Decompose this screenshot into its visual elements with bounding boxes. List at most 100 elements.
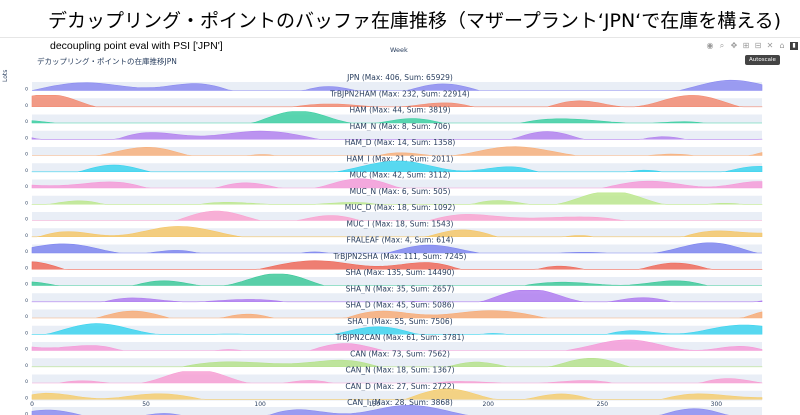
panel-title-MUC_N: MUC_N (Max: 6, Sum: 505) <box>350 187 451 196</box>
panel-title-CAN_N: CAN_N (Max: 18, Sum: 1367) <box>345 366 454 375</box>
panel-title-CAN: CAN (Max: 73, Sum: 7562) <box>350 349 450 358</box>
x-axis-title: Week <box>390 46 408 54</box>
panel-band-SHA <box>32 277 762 286</box>
ytick-HAM_N: 0 <box>25 135 28 141</box>
ytick-MUC_N: 0 <box>25 200 28 206</box>
panel-title-HAM_N: HAM_N (Max: 8, Sum: 706) <box>350 122 451 131</box>
area-MUC_D <box>32 210 762 221</box>
area-HAM_I <box>31 160 763 173</box>
panel-title-SHA_I: SHA_I (Max: 55, Sum: 7506) <box>347 317 452 326</box>
panel-title-TrBJPN2CAN: TrBJPN2CAN (Max: 61, Sum: 3781) <box>335 333 465 342</box>
panel-title-HAM_I: HAM_I (Max: 21, Sum: 2011) <box>347 154 454 163</box>
panel-band-FRALEAF <box>32 244 762 253</box>
area-HAM_D <box>32 146 763 156</box>
panel-title-MUC_I: MUC_I (Max: 18, Sum: 1543) <box>347 219 454 228</box>
panel-band-HAM <box>32 114 762 123</box>
area-MUC <box>31 178 763 189</box>
ytick-SHA_N: 0 <box>25 298 28 304</box>
panel-title-FRALEAF: FRALEAF (Max: 4, Sum: 614) <box>347 236 454 245</box>
panel-title-CAN_D: CAN_D (Max: 27, Sum: 2722) <box>345 382 454 391</box>
xtick-label-300: 300 <box>711 401 723 408</box>
panel-band-HAM_D <box>32 147 762 156</box>
panel-band-MUC_N <box>32 195 762 205</box>
area-FRALEAF <box>31 242 762 254</box>
area-HAM_N <box>31 130 763 140</box>
panel-title-HAM: HAM (Max: 44, Sum: 3819) <box>349 106 450 115</box>
area-SHA <box>31 273 762 286</box>
ytick-HAM: 0 <box>25 119 28 125</box>
xtick-label-100: 100 <box>254 401 266 408</box>
chart-subtitle: decoupling point eval with PSI ['JPN'] <box>50 40 223 52</box>
panel-title-MUC_D: MUC_D (Max: 18, Sum: 1092) <box>345 203 456 212</box>
zoom-icon[interactable]: ⌕ <box>719 41 725 50</box>
panel-band-MUC_I <box>32 228 762 237</box>
ytick-CAN: 0 <box>25 363 28 369</box>
xtick-label-250: 250 <box>597 401 609 408</box>
area-JPN <box>31 79 763 91</box>
panel-band-JPN <box>32 82 762 91</box>
zoom-out-icon[interactable]: ⊟ <box>754 41 762 50</box>
panel-title-SHA: SHA (Max: 135, Sum: 14490) <box>346 268 455 277</box>
zoom-in-icon[interactable]: ⊞ <box>742 41 750 50</box>
area-MUC_I <box>31 226 763 238</box>
ytick-MUC_I: 0 <box>25 233 28 239</box>
panel-title-TrBJPN2SHA: TrBJPN2SHA (Max: 111, Sum: 7245) <box>333 252 467 261</box>
ytick-TrBJPN2SHA: 0 <box>25 265 28 271</box>
panel-band-TrBJPN2HAM <box>32 98 762 107</box>
area-CAN <box>31 358 763 368</box>
ytick-SHA_D: 0 <box>25 314 28 320</box>
ytick-MUC: 0 <box>25 184 28 190</box>
xtick-label-50: 50 <box>142 401 150 408</box>
autoscale-icon[interactable]: ✕ <box>766 41 774 50</box>
panel-band-HAM_N <box>32 130 762 140</box>
panel-title-HAM_D: HAM_D (Max: 14, Sum: 1358) <box>345 138 456 147</box>
plotly-logo-icon[interactable]: ▮ <box>790 42 798 50</box>
panel-title-MUC: MUC (Max: 42, Sum: 3112) <box>350 171 451 180</box>
panel-band-TrBJPN2CAN <box>32 342 762 351</box>
figure-title: デカップリング・ポイントの在庫推移JPN <box>37 57 177 66</box>
ytick-FRALEAF: 0 <box>25 249 28 255</box>
xtick-label-150: 150 <box>368 401 380 408</box>
panel-title-SHA_N: SHA_N (Max: 35, Sum: 2657) <box>346 284 455 293</box>
panel-title-TrBJPN2HAM: TrBJPN2HAM (Max: 232, Sum: 22914) <box>329 89 469 98</box>
panel-band-CAN <box>32 358 762 367</box>
xtick-label-0: 0 <box>30 401 34 408</box>
area-CAN_N <box>32 371 763 384</box>
ytick-MUC_D: 0 <box>25 217 28 223</box>
ytick-HAM_D: 0 <box>25 152 28 158</box>
autoscale-tooltip: Autoscale <box>745 55 780 65</box>
panel-band-SHA_N <box>32 293 762 302</box>
area-SHA_I <box>31 323 763 335</box>
area-TrBJPN2CAN <box>31 339 763 351</box>
ytick-JPN: 0 <box>25 87 28 93</box>
camera-icon[interactable]: ◉ <box>706 41 714 50</box>
plot-toolbar: ◉ ⌕ ✥ ⊞ ⊟ ✕ ⌂ ▮ <box>706 42 798 50</box>
home-icon[interactable]: ⌂ <box>779 41 785 50</box>
area-TrBJPN2HAM <box>31 95 763 108</box>
ytick-TrBJPN2CAN: 0 <box>25 347 28 353</box>
panel-band-MUC_D <box>32 212 762 221</box>
panel-band-CAN_N <box>32 374 762 383</box>
title-divider <box>0 37 800 38</box>
area-SHA_N <box>31 290 763 303</box>
xtick-label-200: 200 <box>483 401 495 408</box>
ytick-CAN_D: 0 <box>25 395 28 401</box>
ytick-CAN_I: 0 <box>25 412 28 415</box>
area-MUC_N <box>31 192 763 205</box>
panel-band-MUC <box>32 179 762 188</box>
panel-title-CAN_I: CAN_I (Max: 28, Sum: 3868) <box>347 398 453 407</box>
panel-title-JPN: JPN (Max: 406, Sum: 65929) <box>346 73 453 82</box>
area-CAN_D <box>31 388 763 400</box>
panel-title-SHA_D: SHA_D (Max: 45, Sum: 5086) <box>346 301 455 310</box>
pan-icon[interactable]: ✥ <box>730 41 738 50</box>
ytick-SHA_I: 0 <box>25 330 28 336</box>
ytick-HAM_I: 0 <box>25 168 28 174</box>
ytick-SHA: 0 <box>25 282 28 288</box>
ytick-CAN_N: 0 <box>25 379 28 385</box>
panel-band-CAN_D <box>32 390 762 400</box>
area-TrBJPN2SHA <box>31 260 763 270</box>
area-HAM <box>31 111 762 124</box>
slide-title: デカップリング・ポイントのバッファ在庫推移（マザープラント‘JPN‘で在庫を構え… <box>48 10 782 32</box>
area-SHA_D <box>32 310 763 319</box>
